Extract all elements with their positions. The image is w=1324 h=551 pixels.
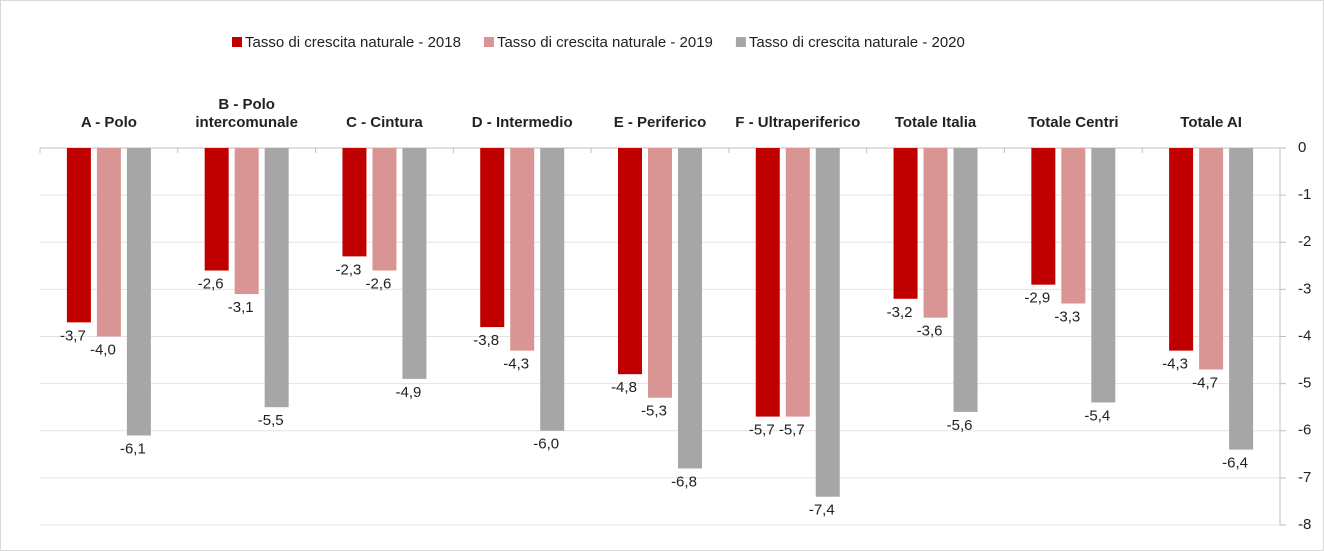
value-label: -3,3 [1054,308,1080,325]
value-label: -3,8 [473,332,499,349]
value-label: -2,6 [366,275,392,292]
bar [953,148,978,412]
y-tick-label: -5 [1298,375,1311,392]
y-tick-label: -3 [1298,280,1311,297]
legend-swatch [232,37,242,47]
value-label: -2,6 [198,275,224,292]
value-label: -4,3 [503,356,529,373]
bar [540,148,565,431]
bar [264,148,289,408]
bar [510,148,535,351]
value-label: -6,8 [671,473,697,490]
y-tick-label: -2 [1298,233,1311,250]
value-label: -4,7 [1192,374,1218,391]
value-label: -5,5 [258,412,284,429]
value-label: -4,3 [1162,356,1188,373]
bar [618,148,642,375]
value-label: -3,1 [228,299,254,316]
category-label: E - Periferico [613,114,707,131]
value-label: -3,7 [60,327,86,344]
bar [1091,148,1116,403]
value-label: -3,6 [917,323,943,340]
bar [342,148,367,257]
category-label: Totale AI [1180,114,1242,131]
value-label: -5,6 [947,417,973,434]
value-label: -7,4 [809,502,835,519]
value-label: -5,7 [749,422,775,439]
bar [815,148,840,497]
bar [785,148,810,417]
value-label: -5,4 [1084,407,1110,424]
bar [66,148,91,323]
bar [678,148,702,469]
legend-swatch [483,37,494,47]
bar [234,148,259,295]
bar [648,148,672,398]
value-label: -6,4 [1222,455,1248,472]
y-tick-label: -8 [1298,516,1311,533]
value-label: -2,9 [1024,290,1050,307]
category-label: F - Ultraperiferico [735,114,861,131]
bar [1229,148,1254,450]
value-label: -2,3 [336,261,362,278]
category-label: B - Polo intercomunale [195,96,298,131]
y-tick-label: -4 [1298,327,1311,344]
bar [204,148,229,271]
category-label: Totale Italia [894,114,977,131]
legend-label: Tasso di crescita naturale - 2020 [749,34,965,51]
category-label: A - Polo [80,114,137,131]
category-label: D - Intermedio [471,114,573,131]
category-label: C - Cintura [346,114,423,131]
bar [480,148,505,328]
bar [96,148,121,337]
y-tick-label: -7 [1298,469,1311,486]
legend-label: Tasso di crescita naturale - 2019 [497,34,713,51]
value-label: -5,3 [641,403,667,420]
value-label: -5,7 [779,422,805,439]
bar [1061,148,1086,304]
legend-swatch [735,37,746,47]
value-label: -6,1 [120,440,146,457]
bar [893,148,918,299]
category-label: Totale Centri [1028,114,1119,131]
value-label: -6,0 [533,436,559,453]
value-label: -4,0 [90,341,116,358]
bar [402,148,427,379]
bar [126,148,151,436]
bar [1199,148,1224,370]
bar [923,148,948,318]
bar [372,148,397,271]
value-label: -4,9 [396,384,422,401]
value-label: -3,2 [887,304,913,321]
y-tick-label: 0 [1298,139,1306,156]
bar [1169,148,1194,351]
legend-label: Tasso di crescita naturale - 2018 [245,34,461,51]
value-label: -4,8 [611,379,637,396]
y-tick-label: -6 [1298,422,1311,439]
bar [755,148,780,417]
bar [1031,148,1056,285]
y-tick-label: -1 [1298,186,1311,203]
